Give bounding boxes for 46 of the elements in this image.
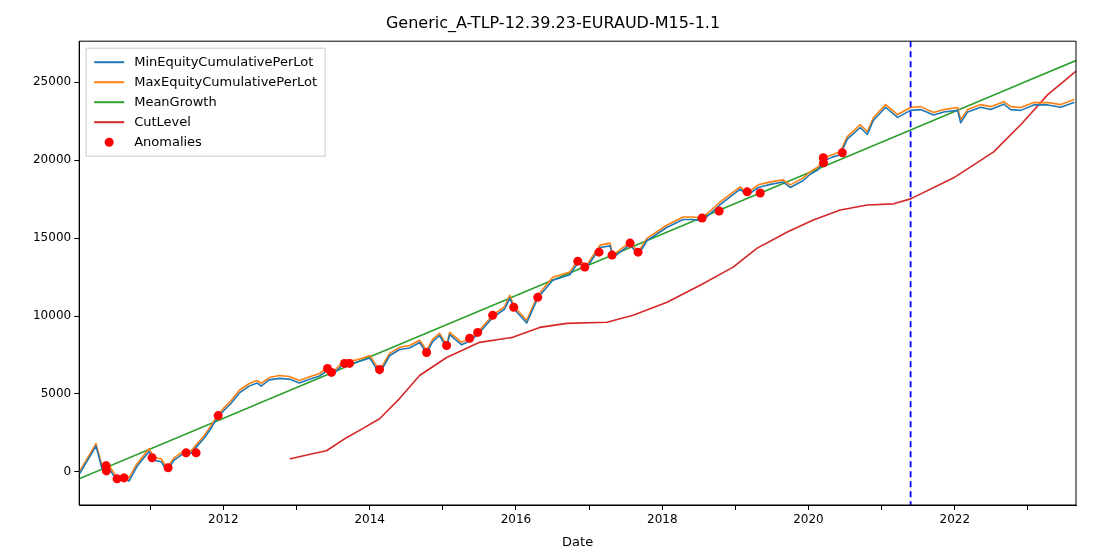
point	[375, 364, 385, 374]
point	[580, 262, 590, 272]
point	[473, 327, 483, 337]
point	[533, 292, 543, 302]
legend-label: MinEquityCumulativePerLot	[134, 53, 314, 69]
point	[488, 310, 498, 320]
x-tick-label: 2016	[500, 512, 532, 527]
x-tick-label: 2022	[939, 512, 971, 527]
point	[191, 448, 201, 458]
point	[326, 367, 336, 377]
point	[714, 206, 724, 216]
point	[465, 333, 475, 343]
point	[442, 340, 452, 350]
y-tick-label: 15000	[32, 230, 72, 245]
y-tick-label: 20000	[32, 152, 72, 167]
point	[633, 247, 643, 257]
point	[181, 448, 191, 458]
point	[607, 250, 617, 260]
y-tick-label: 10000	[32, 308, 72, 323]
point	[163, 463, 173, 473]
point	[213, 411, 223, 421]
point	[625, 238, 635, 248]
x-tick-label: 2014	[354, 512, 385, 527]
point	[755, 188, 765, 198]
point	[818, 158, 828, 168]
point	[573, 256, 583, 266]
point	[594, 247, 604, 257]
point	[837, 148, 847, 158]
y-tick-label: 25000	[32, 74, 72, 89]
legend-label: Anomalies	[134, 133, 203, 149]
x-axis-title: Date	[562, 533, 594, 549]
legend-label: MaxEquityCumulativePerLot	[134, 73, 318, 89]
legend-label: MeanGrowth	[134, 93, 217, 109]
point	[697, 213, 707, 223]
point	[119, 473, 129, 483]
x-tick-label: 2018	[647, 512, 678, 527]
point	[147, 453, 157, 463]
legend-label: CutLevel	[134, 113, 191, 129]
point	[422, 347, 432, 357]
chart-title: Generic_A-TLP-12.39.23-EURAUD-M15-1.1	[385, 12, 721, 33]
point	[509, 302, 519, 312]
y-tick-label: 5000	[40, 386, 72, 401]
y-tick-label: 0	[63, 463, 72, 478]
point	[742, 187, 752, 197]
x-tick-label: 2012	[208, 512, 239, 527]
x-tick-label: 2020	[793, 512, 824, 527]
